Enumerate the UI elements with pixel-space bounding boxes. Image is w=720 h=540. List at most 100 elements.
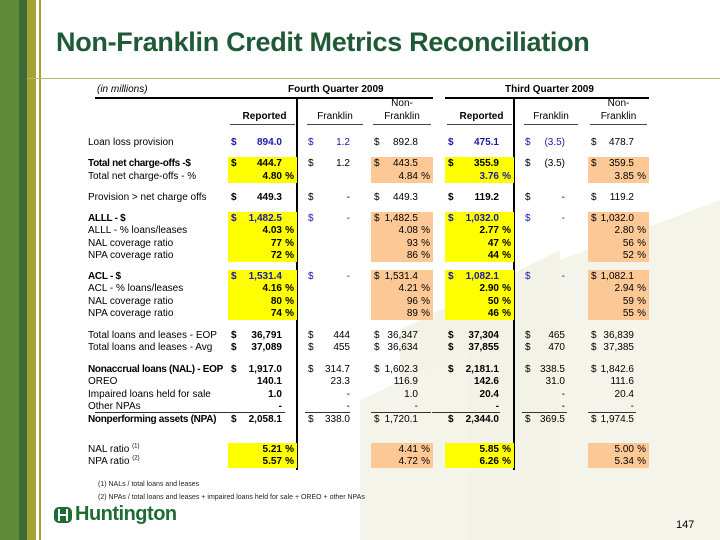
- q3-reported-cell: $2,344.0: [445, 413, 514, 426]
- currency-sign: $: [591, 191, 597, 203]
- decor-stripe-green: [0, 0, 19, 540]
- percent-sign: %: [637, 225, 646, 236]
- currency-sign: $: [231, 363, 237, 375]
- row-label-text: ALLL - % loans/leases: [88, 225, 188, 236]
- value: 96: [406, 295, 418, 307]
- row-label: NPA coverage ratio: [88, 250, 173, 261]
- currency-sign: $: [308, 157, 314, 169]
- q3-non-franklin-cell: 56%: [588, 236, 649, 250]
- value: 1,974.5: [600, 413, 634, 425]
- q3-franklin-cell: $ -: [522, 212, 580, 225]
- percent-sign: %: [285, 308, 294, 319]
- value: 36,839: [603, 329, 634, 341]
- value: 1,531.4: [384, 270, 418, 282]
- row-label-text: ALLL - $: [88, 212, 126, 224]
- currency-sign: $: [525, 270, 531, 282]
- q3-reported-cell: 20.4: [445, 388, 514, 401]
- value: 1,602.3: [384, 363, 418, 375]
- currency-sign: $: [591, 363, 597, 375]
- q3-reported-cell: $37,304: [445, 329, 514, 342]
- row-label: Impaired loans held for sale: [88, 389, 211, 400]
- footnote-ref: (1): [132, 443, 140, 450]
- q3-reported-cell: $1,082.1: [445, 269, 514, 283]
- value: 37,385: [603, 342, 634, 353]
- q3-non-franklin-cell: $1,032.0: [588, 211, 649, 225]
- footnote-2: (2) NPAs / total loans and leases + impa…: [98, 494, 365, 501]
- value: 52: [622, 250, 634, 261]
- value: 5.85: [479, 443, 499, 455]
- currency-sign: $: [231, 157, 237, 169]
- q3-reported-cell: $475.1: [445, 136, 514, 149]
- q3-non-franklin-cell: 5.34%: [588, 455, 649, 468]
- q3-franklin-cell: $ -: [522, 191, 580, 204]
- row-label: ACL - $: [88, 271, 121, 282]
- currency-sign: $: [231, 329, 237, 341]
- q3-non-franklin-cell: 2.80%: [588, 224, 649, 237]
- q4-non-franklin-cell: 4.84%: [371, 169, 433, 183]
- value: 1.2: [336, 136, 350, 148]
- q4-reported-header: Reported: [242, 111, 287, 122]
- q4-reported-cell: $2,058.1: [228, 413, 297, 426]
- percent-sign: %: [502, 295, 511, 307]
- q3-reported-cell: 50%: [445, 294, 514, 308]
- value: 470: [548, 342, 565, 353]
- q4-franklin-cell: $444: [305, 329, 365, 342]
- page-number: 147: [676, 519, 695, 531]
- percent-sign: %: [502, 225, 511, 236]
- value: 4.41: [398, 443, 418, 455]
- q4-reported-cell: $449.3: [228, 191, 297, 204]
- period-rule-q3: [445, 97, 649, 99]
- currency-sign: $: [308, 413, 314, 425]
- currency-sign: $: [448, 191, 454, 203]
- q3-non-franklin-cell: 3.85%: [588, 169, 649, 183]
- value: 77: [270, 237, 282, 249]
- currency-sign: $: [448, 413, 454, 425]
- q4-franklin-cell: $ -: [305, 191, 365, 204]
- currency-sign: $: [308, 136, 314, 148]
- value: 455: [333, 342, 350, 353]
- q4-reported-cell: 77%: [228, 236, 297, 250]
- percent-sign: %: [421, 237, 430, 249]
- row-label-text: NPA ratio: [88, 456, 130, 467]
- row-label: Total net charge-offs - %: [88, 171, 196, 182]
- percent-sign: %: [502, 250, 511, 261]
- value: 1,082.1: [600, 270, 634, 282]
- q4-franklin-cell: -: [305, 388, 365, 401]
- percent-sign: %: [285, 237, 294, 249]
- row-label: NAL coverage ratio: [88, 238, 173, 249]
- value: -: [346, 401, 350, 412]
- q4-non-franklin-cell: 4.21%: [371, 282, 433, 295]
- value: 119.2: [474, 191, 499, 203]
- q3-non-franklin-cell: $478.7: [588, 136, 649, 149]
- currency-sign: $: [448, 329, 454, 341]
- row-label: ACL - % loans/leases: [88, 283, 183, 294]
- currency-sign: $: [591, 212, 597, 224]
- q3-non-franklin-cell: $1,842.6: [588, 363, 649, 376]
- q4-franklin-cell: $338.0: [305, 413, 365, 426]
- value: 140.1: [256, 376, 282, 387]
- value: 449.3: [392, 191, 418, 203]
- value: 444: [333, 329, 350, 341]
- percent-sign: %: [421, 283, 430, 294]
- value: 80: [270, 295, 282, 307]
- q3-reported-cell: $1,032.0: [445, 211, 514, 225]
- q4-franklin-cell: $ -: [305, 270, 365, 283]
- q4-non-franklin-cell: $1,482.5: [371, 211, 433, 225]
- value: 4.16: [262, 283, 282, 294]
- q4-reported-cell: $1,482.5: [228, 211, 297, 225]
- currency-sign: $: [231, 191, 237, 203]
- units-note: (in millions): [97, 84, 148, 95]
- currency-sign: $: [231, 342, 237, 353]
- value: -: [495, 401, 499, 412]
- q4-reported-cell: 5.21%: [228, 442, 297, 456]
- q3-non-franklin-header-rule: [590, 124, 647, 125]
- q3-reported-cell: -: [445, 400, 514, 413]
- currency-sign: $: [591, 329, 597, 341]
- row-label-text: ACL - % loans/leases: [88, 283, 184, 294]
- currency-sign: $: [231, 413, 237, 425]
- q4-non-franklin-cell: $1,720.1: [371, 413, 433, 426]
- q3-franklin-cell: 31.0: [522, 375, 580, 388]
- value: 892.8: [392, 136, 418, 148]
- q3-reported-cell: 142.6: [445, 375, 514, 388]
- row-label-text: NAL coverage ratio: [88, 295, 174, 307]
